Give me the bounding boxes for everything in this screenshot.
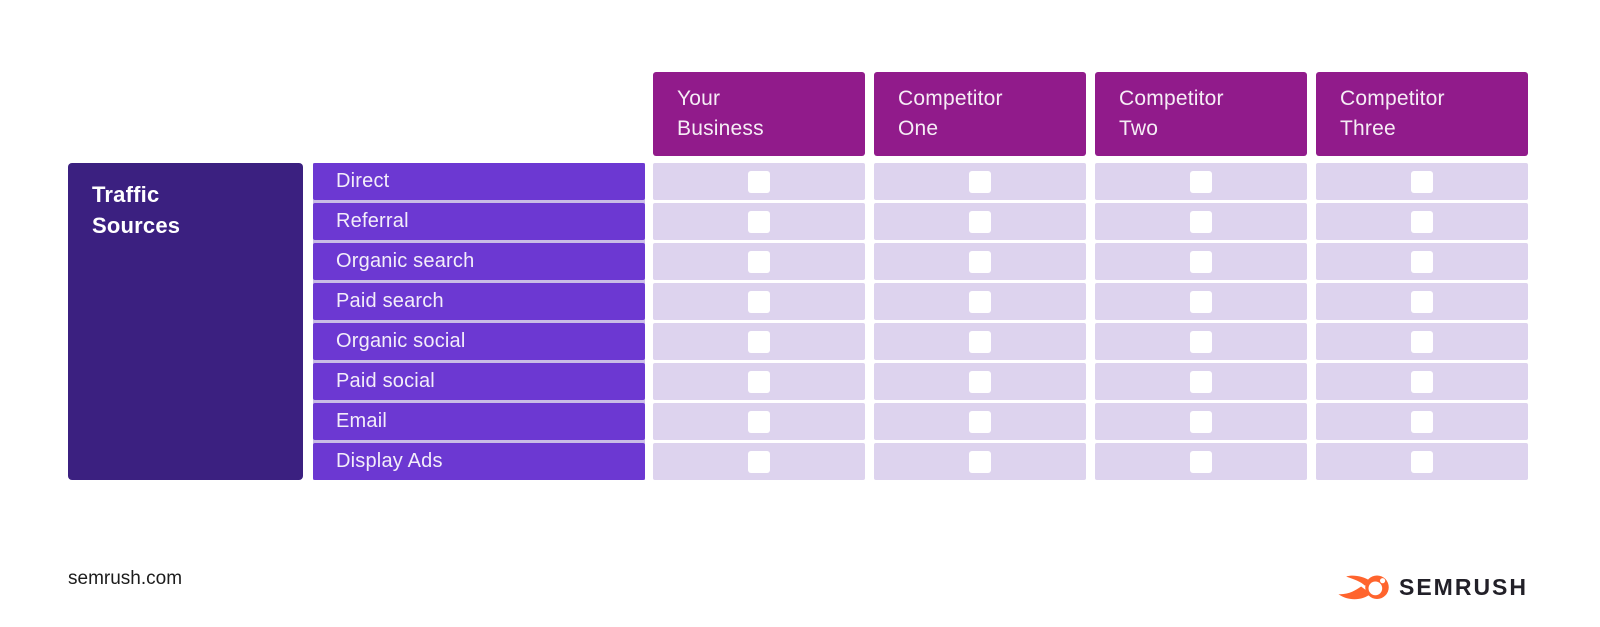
grid-cell xyxy=(1095,363,1307,400)
row-label: Paid search xyxy=(313,283,645,320)
row-label: Paid social xyxy=(313,363,645,400)
grid-cell xyxy=(874,243,1086,280)
checkbox-grid xyxy=(653,163,1528,480)
checkbox[interactable] xyxy=(748,410,770,433)
brand-wordmark: SEMRUSH xyxy=(1399,574,1529,600)
grid-cell xyxy=(1316,243,1528,280)
grid-cell xyxy=(653,203,865,240)
column-header: Competitor Two xyxy=(1095,72,1307,156)
checkbox[interactable] xyxy=(1411,370,1433,393)
checkbox[interactable] xyxy=(748,450,770,473)
column-header: Competitor One xyxy=(874,72,1086,156)
checkbox[interactable] xyxy=(748,290,770,313)
semrush-fireball-icon xyxy=(1338,575,1389,600)
checkbox[interactable] xyxy=(969,370,991,393)
column-header: Your Business xyxy=(653,72,865,156)
checkbox[interactable] xyxy=(1190,370,1212,393)
grid-cell xyxy=(1316,203,1528,240)
grid-cell xyxy=(653,163,865,200)
grid-cell xyxy=(1095,243,1307,280)
column-header: Competitor Three xyxy=(1316,72,1528,156)
website-url: semrush.com xyxy=(68,568,183,589)
grid-cell xyxy=(653,403,865,440)
row-label: Organic social xyxy=(313,323,645,360)
row-group-title: Traffic Sources xyxy=(68,163,303,480)
checkbox[interactable] xyxy=(1190,170,1212,193)
row-label: Organic search xyxy=(313,243,645,280)
checkbox[interactable] xyxy=(748,170,770,193)
grid-cell xyxy=(874,163,1086,200)
checkbox[interactable] xyxy=(748,210,770,233)
grid-cell xyxy=(1095,323,1307,360)
checkbox[interactable] xyxy=(969,250,991,273)
checkbox[interactable] xyxy=(748,250,770,273)
grid-cell xyxy=(653,363,865,400)
grid-cell xyxy=(653,323,865,360)
checkbox[interactable] xyxy=(1190,410,1212,433)
checkbox[interactable] xyxy=(1190,290,1212,313)
checkbox[interactable] xyxy=(748,330,770,353)
grid-cell xyxy=(874,443,1086,480)
checkbox[interactable] xyxy=(1190,210,1212,233)
checkbox[interactable] xyxy=(969,410,991,433)
row-label: Display Ads xyxy=(313,443,645,480)
grid-cell xyxy=(874,403,1086,440)
checkbox[interactable] xyxy=(969,210,991,233)
grid-cell xyxy=(874,283,1086,320)
checkbox-column xyxy=(1095,163,1307,480)
checkbox[interactable] xyxy=(969,290,991,313)
grid-cell xyxy=(1095,163,1307,200)
grid-cell xyxy=(874,203,1086,240)
grid-cell xyxy=(1316,403,1528,440)
brand-logo: SEMRUSH xyxy=(1338,574,1528,601)
checkbox[interactable] xyxy=(1190,250,1212,273)
column-headers: Your Business Competitor One Competitor Tw… xyxy=(653,72,1528,156)
row-label: Referral xyxy=(313,203,645,240)
checkbox[interactable] xyxy=(969,330,991,353)
grid-cell xyxy=(653,243,865,280)
checkbox[interactable] xyxy=(748,370,770,393)
checkbox[interactable] xyxy=(1190,330,1212,353)
checkbox-column xyxy=(1316,163,1528,480)
grid-cell xyxy=(1095,203,1307,240)
grid-cell xyxy=(1316,323,1528,360)
checkbox[interactable] xyxy=(1411,250,1433,273)
row-label: Direct xyxy=(313,163,645,200)
grid-cell xyxy=(1095,443,1307,480)
grid-cell xyxy=(874,323,1086,360)
checkbox[interactable] xyxy=(1411,290,1433,313)
row-label: Email xyxy=(313,403,645,440)
grid-cell xyxy=(653,443,865,480)
checkbox-column xyxy=(653,163,865,480)
checkbox[interactable] xyxy=(969,170,991,193)
grid-cell xyxy=(1316,363,1528,400)
grid-cell xyxy=(874,363,1086,400)
grid-cell xyxy=(1095,283,1307,320)
grid-cell xyxy=(1316,163,1528,200)
checkbox[interactable] xyxy=(1411,170,1433,193)
checkbox[interactable] xyxy=(1411,450,1433,473)
checkbox[interactable] xyxy=(1411,210,1433,233)
grid-cell xyxy=(653,283,865,320)
grid-cell xyxy=(1316,443,1528,480)
checkbox[interactable] xyxy=(969,450,991,473)
grid-cell xyxy=(1095,403,1307,440)
checkbox-column xyxy=(874,163,1086,480)
checkbox[interactable] xyxy=(1411,410,1433,433)
checkbox[interactable] xyxy=(1411,330,1433,353)
row-labels-column: Direct Referral Organic search Paid search O… xyxy=(313,163,645,480)
grid-cell xyxy=(1316,283,1528,320)
checkbox[interactable] xyxy=(1190,450,1212,473)
